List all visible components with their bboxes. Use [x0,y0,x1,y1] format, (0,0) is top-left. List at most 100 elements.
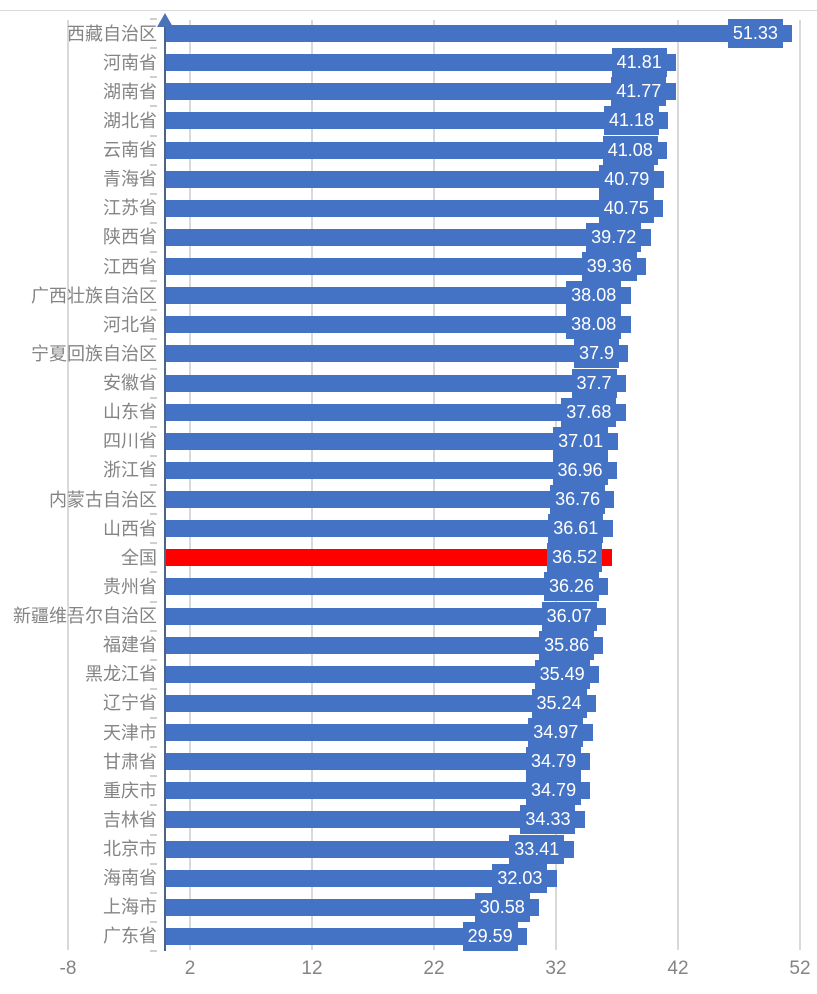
bar [166,898,540,916]
category-label: 江西省 [103,256,157,277]
bar [166,753,591,771]
category-label: 浙江省 [103,460,157,481]
category-label: 全国 [121,547,157,568]
bar [166,432,618,450]
category-axis-tick [150,105,157,108]
bar [166,83,676,101]
data-label: 32.03 [492,863,548,893]
bar [166,927,527,945]
category-label: 上海市 [103,897,157,918]
bar [166,724,593,742]
x-axis-tick-label: 22 [423,958,445,979]
category-label: 新疆维吾尔自治区 [13,606,157,627]
category-axis-line [164,26,166,951]
data-label: 36.96 [552,455,608,485]
bar [166,403,626,421]
bar [166,782,591,800]
category-axis-tick [150,47,157,50]
category-label: 湖南省 [103,81,157,102]
data-label: 35.24 [531,688,587,718]
category-label: 天津市 [103,722,157,743]
data-label: 37.01 [553,426,609,456]
category-axis-tick [150,833,157,836]
category-axis-tick [150,18,157,20]
category-label: 福建省 [103,635,157,656]
data-label: 34.79 [526,776,582,806]
category-axis-tick [150,221,157,224]
bar [166,374,626,392]
bar [166,141,668,159]
data-label: 39.36 [581,252,637,282]
category-label: 海南省 [103,868,157,889]
category-label: 吉林省 [103,809,157,830]
data-label: 37.68 [561,397,617,427]
category-axis-tick [150,775,157,778]
data-label: 41.77 [611,77,667,107]
data-label: 37.7 [571,368,617,398]
gridline [189,20,191,950]
data-label: 34.33 [520,805,576,835]
category-label: 四川省 [103,431,157,452]
data-label: 38.08 [566,310,622,340]
category-axis-tick [150,862,157,865]
category-axis-tick [150,891,157,894]
category-label: 重庆市 [103,780,157,801]
axis-arrowhead [157,13,173,27]
category-label: 安徽省 [103,373,157,394]
category-axis-tick [150,629,157,632]
category-axis-tick [150,513,157,516]
bar [166,287,631,305]
data-label: 34.79 [526,747,582,777]
category-axis-tick [150,484,157,486]
category-axis-tick [150,309,157,312]
category-axis-tick [150,192,157,195]
data-label: 34.97 [528,718,584,748]
data-label: 36.26 [543,572,600,602]
bar [166,112,669,130]
bar [166,840,574,858]
bar [166,170,664,188]
gridline [677,20,679,950]
category-axis-tick [150,76,157,79]
category-axis-tick [150,717,157,719]
data-label: 36.07 [541,601,597,631]
data-label: 51.33 [727,19,783,49]
bar [166,258,647,276]
bar [166,345,629,363]
category-label: 河北省 [103,314,157,335]
category-label: 西藏自治区 [67,23,157,44]
bar [166,694,596,712]
category-axis-tick [150,600,157,603]
data-label: 37.9 [573,339,620,369]
data-label: 36.52 [547,543,603,573]
category-axis-tick [150,746,157,749]
category-axis-tick [150,280,157,283]
category-label: 甘肃省 [103,751,157,772]
category-label: 贵州省 [103,576,157,597]
category-axis-tick [150,163,157,166]
data-label: 41.81 [611,48,667,78]
category-label: 广东省 [103,926,157,947]
plot-area-top-border [0,10,817,11]
category-label: 云南省 [103,140,157,161]
bar [166,869,557,887]
data-label: 29.59 [462,921,518,951]
bar [166,228,651,246]
data-label: 33.41 [509,834,565,864]
bar-highlight-national [166,549,612,567]
category-axis-tick [150,804,157,807]
category-label: 青海省 [103,169,157,190]
x-axis-tick-label: 52 [789,958,811,979]
data-label: 36.61 [548,514,604,544]
bar [166,461,617,479]
category-axis-tick [150,950,157,952]
data-label: 38.08 [566,281,622,311]
x-axis-tick-label: 32 [545,958,567,979]
data-label: 35.49 [534,659,590,689]
data-label: 35.86 [539,630,595,660]
x-axis-tick-label: 42 [667,958,689,979]
data-label: 30.58 [474,892,530,922]
category-label: 陕西省 [103,227,157,248]
category-label: 宁夏回族自治区 [31,343,157,364]
